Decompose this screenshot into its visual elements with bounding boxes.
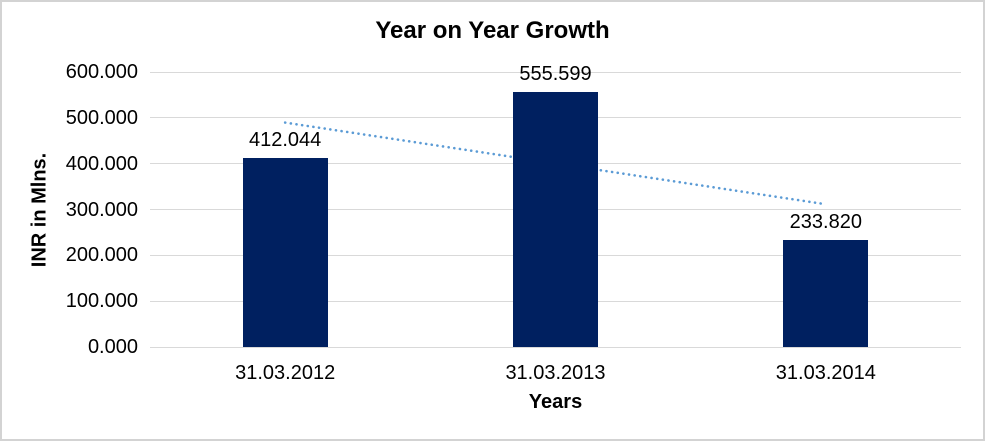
y-tick-label: 300.000 xyxy=(65,198,138,221)
gridline xyxy=(150,71,961,73)
bar-value-label: 412.044 xyxy=(249,129,322,152)
y-tick-label: 200.000 xyxy=(65,244,138,267)
y-tick-label: 500.000 xyxy=(65,106,138,129)
y-tick-label: 0.000 xyxy=(87,336,138,358)
y-tick-label: 600.000 xyxy=(65,61,138,83)
plot-area: 0.000 100.000 200.000 300.000 400.000 500.000… xyxy=(66,61,961,384)
chart-title: Year on Year Growth xyxy=(375,17,610,44)
bar xyxy=(783,239,869,347)
y-tick-label: 100.000 xyxy=(65,290,138,313)
bar-value-label: 555.599 xyxy=(519,63,592,86)
y-tick-label: 400.000 xyxy=(65,152,138,175)
gridline xyxy=(150,346,961,348)
x-category-label: 31.03.2012 xyxy=(235,362,336,384)
bar-value-label: 233.820 xyxy=(789,210,862,233)
x-axis-title: Years xyxy=(528,391,583,413)
bar xyxy=(513,92,598,347)
x-category-label: 31.03.2013 xyxy=(505,362,606,384)
x-category-label: 31.03.2014 xyxy=(775,362,876,384)
bar xyxy=(242,158,328,347)
